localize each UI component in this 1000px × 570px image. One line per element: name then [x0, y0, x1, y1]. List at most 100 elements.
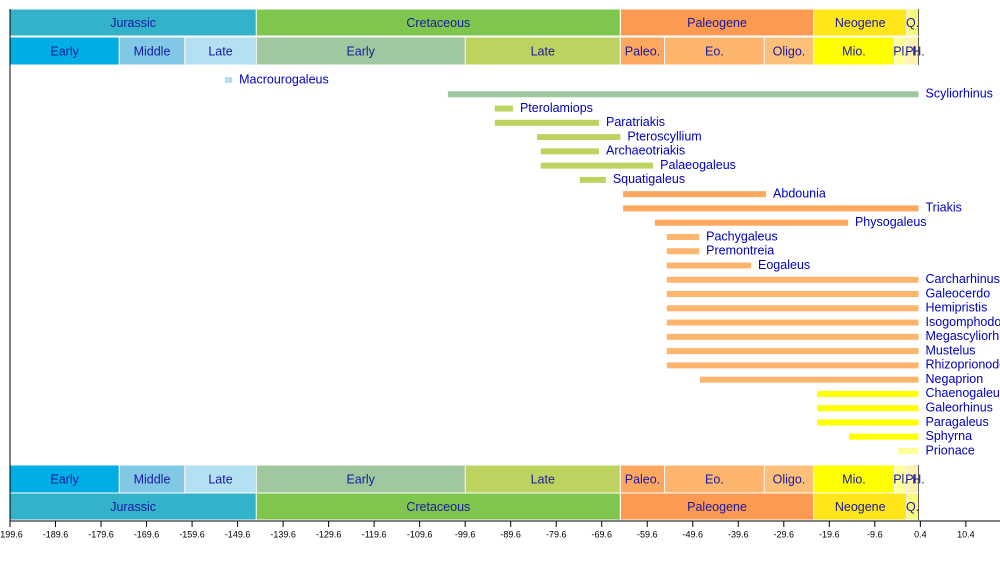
taxon-label: Scyliorhinus [926, 87, 993, 101]
x-tick-label: -59.6 [637, 529, 658, 539]
epoch [9, 36, 120, 66]
x-tick-label: -109.6 [407, 529, 433, 539]
taxon-label: Galeorhinus [926, 400, 993, 414]
x-tick-label: -39.6 [728, 529, 749, 539]
range-bar [817, 405, 919, 412]
taxon-label: Archaeotriakis [606, 144, 685, 158]
period [813, 492, 908, 521]
range-bar [224, 77, 233, 83]
epoch-label: Paleo. [625, 44, 660, 58]
taxon-label: Paratriakis [606, 115, 665, 129]
x-tick-label: -49.6 [683, 529, 704, 539]
range-bar [654, 219, 848, 226]
epoch [619, 36, 666, 66]
epoch-label: Late [208, 44, 232, 58]
taxon-label: Sphyrna [926, 429, 973, 443]
x-tick-label: -199.6 [0, 529, 23, 539]
range-bar [579, 176, 606, 183]
range-bar [666, 348, 919, 355]
x-tick-label: 10.4 [957, 529, 975, 539]
epoch-label: Late [531, 44, 555, 58]
epoch-label: Middle [134, 44, 171, 58]
taxon-label: Prionace [926, 443, 975, 457]
x-tick-label: -139.6 [270, 529, 296, 539]
epoch [255, 464, 466, 494]
range-bar [666, 262, 752, 269]
epoch [464, 36, 621, 66]
epoch [664, 36, 765, 66]
period [619, 492, 815, 521]
period-label: Jurassic [110, 500, 156, 514]
period [619, 8, 815, 37]
epoch-label: Pl. [893, 44, 908, 58]
range-bar [666, 362, 919, 369]
period-label: Q. [906, 500, 919, 514]
epoch [184, 36, 257, 66]
epoch-label: Early [346, 472, 375, 486]
epoch-label: Paleo. [625, 472, 660, 486]
range-bar [494, 105, 513, 112]
taxon-label: Squatigaleus [613, 172, 685, 186]
period-label: Neogene [835, 500, 886, 514]
epoch [763, 464, 815, 494]
taxon-label: Carcharhinus [926, 272, 1000, 286]
taxon-label: Hemipristis [926, 301, 988, 315]
x-tick-label: -149.6 [225, 529, 251, 539]
epoch-label: H. [912, 472, 925, 486]
range-bar [666, 291, 919, 298]
range-bar [666, 319, 919, 326]
x-tick-label: -169.6 [134, 529, 160, 539]
epoch-label: Early [50, 472, 79, 486]
epoch [184, 464, 257, 494]
taxon-label: Pachygaleus [706, 229, 778, 243]
range-bar [817, 390, 919, 397]
x-tick-label: -69.6 [591, 529, 612, 539]
epoch-label: Late [531, 472, 555, 486]
epoch-label: Mio. [842, 44, 866, 58]
range-bar [666, 276, 919, 283]
range-bar [494, 119, 599, 126]
range-bar [666, 248, 700, 255]
taxon-label: Galeocerdo [926, 286, 991, 300]
taxon-label: Physogaleus [855, 215, 927, 229]
epoch-label: Oligo. [773, 44, 806, 58]
x-tick-label: -179.6 [88, 529, 114, 539]
x-tick-label: -99.6 [455, 529, 476, 539]
range-bar [666, 305, 919, 312]
epoch-label: Pl. [905, 44, 920, 58]
x-tick-label: -9.6 [867, 529, 883, 539]
taxon-label: Eogaleus [758, 258, 810, 272]
taxon-label: Mustelus [926, 343, 976, 357]
period-label: Paleogene [687, 500, 747, 514]
period [813, 8, 908, 37]
x-tick-label: -89.6 [500, 529, 521, 539]
period-label: Q. [906, 16, 919, 30]
range-bar [898, 448, 919, 454]
epoch-label: Early [346, 44, 375, 58]
period-label: Paleogene [687, 16, 747, 30]
period-label: Jurassic [110, 16, 156, 30]
epoch-label: Pl. [905, 472, 920, 486]
taxon-label: Pteroscyllium [627, 129, 701, 143]
epoch-label: Mio. [842, 472, 866, 486]
x-tick-label: -189.6 [43, 529, 69, 539]
epoch-label: Pl. [893, 472, 908, 486]
range-bar [666, 233, 700, 240]
x-tick-label: 0.4 [914, 529, 927, 539]
epoch-label: Oligo. [773, 472, 806, 486]
epoch [118, 36, 186, 66]
period-label: Cretaceous [406, 500, 470, 514]
period [255, 492, 621, 521]
epoch-label: Eo. [705, 44, 724, 58]
range-bar [540, 162, 654, 169]
x-tick-label: -129.6 [316, 529, 342, 539]
taxon-label: Macrourogaleus [239, 72, 329, 86]
range-bar [848, 433, 919, 440]
epoch-label: Eo. [705, 472, 724, 486]
range-bar [817, 419, 919, 426]
taxon-label: Isogomphodon [926, 315, 1000, 329]
taxon-label: Pterolamiops [520, 101, 593, 115]
range-bar [700, 376, 919, 383]
range-bar [623, 191, 767, 198]
